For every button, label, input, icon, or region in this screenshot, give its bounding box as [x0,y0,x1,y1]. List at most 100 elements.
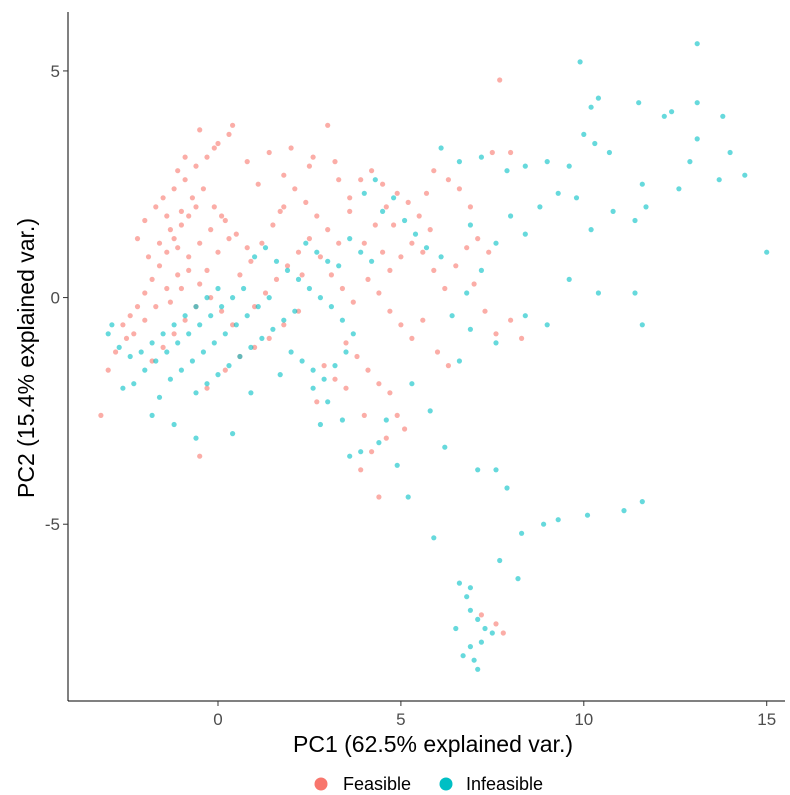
point-feasible [145,254,152,260]
point-feasible [409,335,415,341]
point-feasible [226,131,232,137]
point-infeasible [402,217,408,224]
point-infeasible [372,177,378,183]
point-feasible [149,276,155,282]
point-infeasible [471,657,477,663]
point-feasible [281,204,287,210]
point-feasible [500,630,506,636]
point-infeasible [515,576,521,582]
point-infeasible [347,236,353,242]
point-infeasible [358,449,364,455]
point-feasible [493,331,499,337]
point-feasible [186,267,192,273]
point-feasible [431,267,437,273]
point-feasible [306,163,312,169]
point-feasible [361,240,367,246]
point-infeasible [153,358,159,364]
point-feasible [270,222,276,228]
point-feasible [423,190,430,196]
point-feasible [284,263,291,269]
point-feasible [134,304,141,310]
point-feasible [394,412,400,418]
point-feasible [478,612,484,618]
point-feasible [175,272,181,278]
point-feasible [182,317,188,323]
point-feasible [434,349,441,355]
point-feasible [416,213,422,219]
point-infeasible [339,317,345,323]
point-infeasible [595,290,602,296]
point-feasible [336,177,342,183]
point-infeasible [475,666,481,672]
point-infeasible [541,521,547,527]
point-infeasible [211,340,217,346]
point-feasible [295,249,302,255]
point-infeasible [230,295,236,301]
point-infeasible [522,313,528,319]
point-infeasible [277,372,283,378]
legend-swatch-feasible [314,777,328,791]
point-feasible [197,281,203,287]
point-infeasible [233,322,239,328]
point-infeasible [116,344,122,350]
point-feasible [252,304,258,310]
point-feasible [186,254,192,260]
point-infeasible [339,417,345,423]
point-infeasible [262,245,269,251]
point-feasible [317,254,323,260]
point-feasible [193,204,199,210]
point-feasible [383,204,389,210]
point-feasible [306,236,312,242]
point-infeasible [306,285,312,292]
point-infeasible [325,399,331,405]
point-infeasible [252,254,258,260]
point-infeasible [478,639,484,645]
point-infeasible [639,322,645,328]
point-feasible [402,426,408,432]
point-infeasible [456,580,462,586]
point-feasible [369,449,375,455]
point-infeasible [105,331,111,337]
point-feasible [398,322,404,328]
point-feasible [365,367,371,373]
point-infeasible [255,304,261,310]
x-axis-title: PC1 (62.5% explained var.) [293,731,573,757]
point-feasible [98,412,104,418]
point-feasible [277,208,283,214]
x-tick-label: 0 [213,710,222,729]
legend-label-feasible: Feasible [343,774,411,794]
point-infeasible [423,245,430,251]
point-feasible [343,385,349,391]
point-infeasible [504,168,510,174]
point-feasible [208,227,214,233]
point-feasible [372,222,378,228]
legend-label-infeasible: Infeasible [466,774,543,794]
point-infeasible [325,258,331,264]
point-infeasible [288,349,294,355]
point-feasible [244,159,250,165]
point-infeasible [142,367,148,373]
point-infeasible [391,195,397,201]
point-infeasible [661,113,667,119]
point-infeasible [555,190,561,196]
point-feasible [178,208,184,214]
point-feasible [171,236,177,242]
point-infeasible [669,109,675,115]
point-feasible [226,236,232,242]
point-feasible [493,621,499,627]
point-feasible [164,213,170,219]
point-infeasible [248,390,254,396]
point-infeasible [475,616,481,623]
point-infeasible [314,249,320,255]
point-feasible [376,494,382,500]
point-feasible [310,154,316,160]
point-infeasible [409,381,415,387]
point-infeasible [504,485,510,491]
point-infeasible [215,285,221,292]
point-feasible [489,149,495,156]
point-infeasible [193,304,199,310]
point-feasible [230,322,236,328]
point-infeasible [431,535,437,541]
point-infeasible [343,349,349,355]
point-feasible [222,217,228,224]
